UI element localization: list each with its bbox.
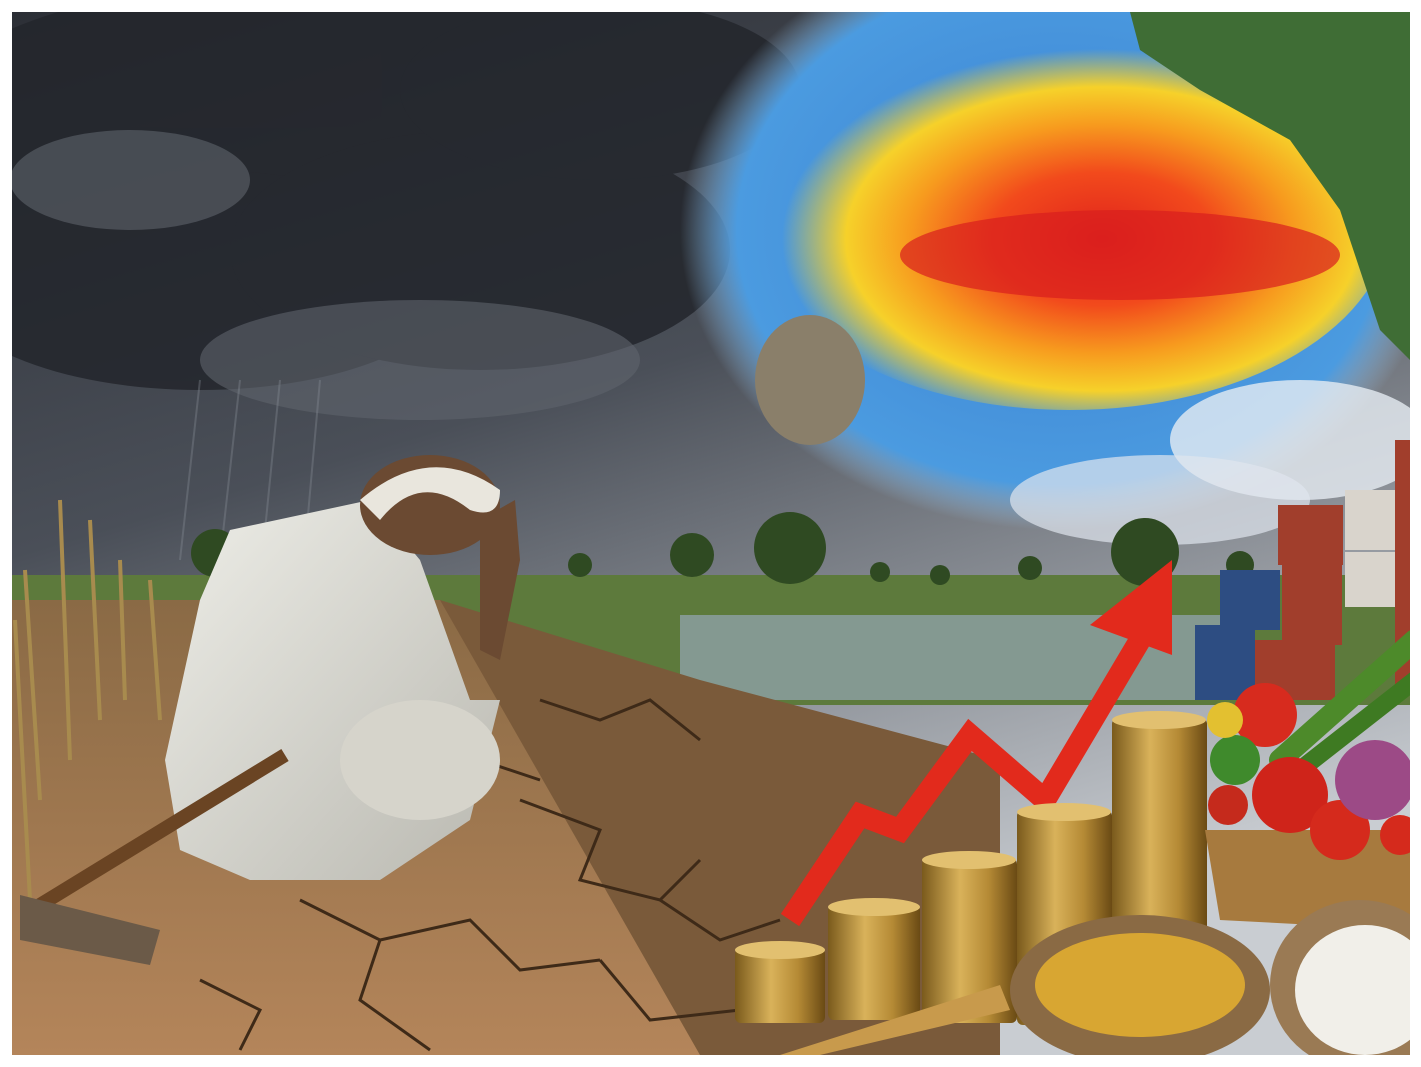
page: [0, 0, 1421, 1067]
scene: [0, 0, 1421, 1067]
illustration: [0, 0, 1421, 1067]
